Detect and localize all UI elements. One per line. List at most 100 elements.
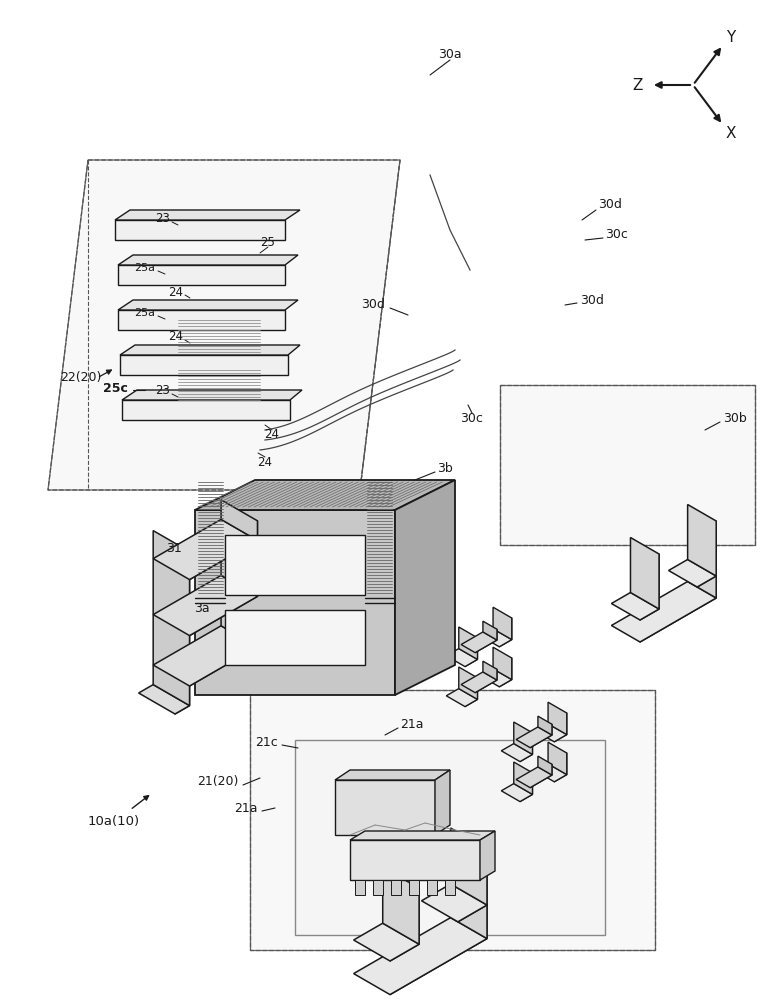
Polygon shape [225, 535, 365, 595]
Polygon shape [475, 669, 497, 693]
Polygon shape [538, 716, 552, 735]
Polygon shape [373, 880, 383, 895]
Polygon shape [548, 742, 567, 775]
Polygon shape [480, 629, 512, 647]
Polygon shape [502, 784, 533, 802]
Polygon shape [688, 504, 716, 576]
Polygon shape [153, 626, 257, 686]
Polygon shape [446, 689, 477, 707]
Polygon shape [435, 770, 450, 835]
Polygon shape [461, 632, 497, 653]
Polygon shape [446, 649, 477, 667]
Polygon shape [451, 884, 487, 939]
Polygon shape [493, 607, 512, 640]
Text: 30d: 30d [361, 298, 385, 312]
Polygon shape [530, 724, 552, 748]
Polygon shape [688, 560, 716, 598]
Polygon shape [465, 638, 477, 667]
Polygon shape [350, 840, 480, 880]
Polygon shape [115, 210, 300, 220]
Polygon shape [383, 867, 419, 944]
Polygon shape [445, 880, 455, 895]
Polygon shape [459, 627, 477, 659]
Text: 25: 25 [261, 235, 275, 248]
Polygon shape [612, 592, 659, 620]
Polygon shape [640, 554, 659, 620]
Polygon shape [499, 658, 512, 687]
Polygon shape [538, 756, 552, 775]
Polygon shape [353, 918, 487, 995]
Polygon shape [195, 510, 395, 695]
Polygon shape [122, 400, 290, 420]
Polygon shape [514, 762, 533, 794]
Text: 21(20): 21(20) [197, 776, 238, 788]
Polygon shape [120, 355, 288, 375]
Polygon shape [391, 880, 401, 895]
Polygon shape [390, 905, 487, 995]
Polygon shape [493, 647, 512, 680]
Text: 24: 24 [264, 428, 279, 442]
Polygon shape [221, 500, 257, 540]
Polygon shape [190, 624, 257, 686]
Text: 30c: 30c [605, 229, 628, 241]
Text: 30d: 30d [598, 198, 622, 212]
Polygon shape [480, 669, 512, 687]
Text: 24: 24 [168, 286, 183, 298]
Polygon shape [221, 556, 257, 596]
Polygon shape [483, 661, 497, 680]
Polygon shape [118, 300, 298, 310]
Polygon shape [483, 621, 497, 640]
Polygon shape [153, 519, 257, 580]
Polygon shape [459, 667, 477, 699]
Polygon shape [640, 576, 716, 642]
Polygon shape [536, 764, 567, 782]
Polygon shape [355, 880, 365, 895]
Polygon shape [122, 390, 302, 400]
Polygon shape [612, 582, 716, 642]
Text: 30c: 30c [460, 412, 484, 424]
Polygon shape [118, 265, 285, 285]
Polygon shape [530, 764, 552, 788]
Text: 24: 24 [168, 330, 183, 344]
Text: 30b: 30b [723, 412, 746, 424]
Polygon shape [190, 577, 257, 636]
Polygon shape [153, 531, 190, 706]
Polygon shape [221, 603, 257, 647]
Polygon shape [395, 480, 455, 695]
Text: X: X [725, 125, 736, 140]
Text: 30a: 30a [438, 48, 462, 62]
Polygon shape [353, 923, 419, 961]
Text: 21a: 21a [400, 718, 424, 732]
Polygon shape [118, 310, 285, 330]
Text: 30d: 30d [580, 294, 604, 306]
Polygon shape [335, 780, 435, 835]
Polygon shape [190, 521, 257, 580]
Polygon shape [502, 744, 533, 762]
Polygon shape [451, 828, 487, 905]
Polygon shape [520, 733, 533, 762]
Text: Y: Y [726, 29, 736, 44]
Text: 22(20): 22(20) [60, 371, 101, 384]
Polygon shape [390, 888, 419, 961]
Text: 25a: 25a [134, 308, 155, 318]
Polygon shape [555, 713, 567, 742]
Polygon shape [120, 345, 300, 355]
Text: 23: 23 [155, 212, 170, 225]
Polygon shape [480, 831, 495, 880]
Polygon shape [461, 672, 497, 693]
Polygon shape [225, 610, 365, 665]
Polygon shape [409, 880, 419, 895]
Text: Z: Z [633, 78, 644, 93]
Text: 25a: 25a [134, 263, 155, 273]
Text: 21a: 21a [235, 802, 258, 814]
Text: 23: 23 [155, 383, 170, 396]
Polygon shape [153, 575, 257, 636]
Polygon shape [555, 753, 567, 782]
Polygon shape [458, 849, 487, 922]
Polygon shape [421, 884, 487, 922]
Polygon shape [115, 220, 285, 240]
Polygon shape [514, 722, 533, 754]
Polygon shape [536, 724, 567, 742]
Polygon shape [668, 560, 716, 587]
Polygon shape [48, 160, 400, 490]
